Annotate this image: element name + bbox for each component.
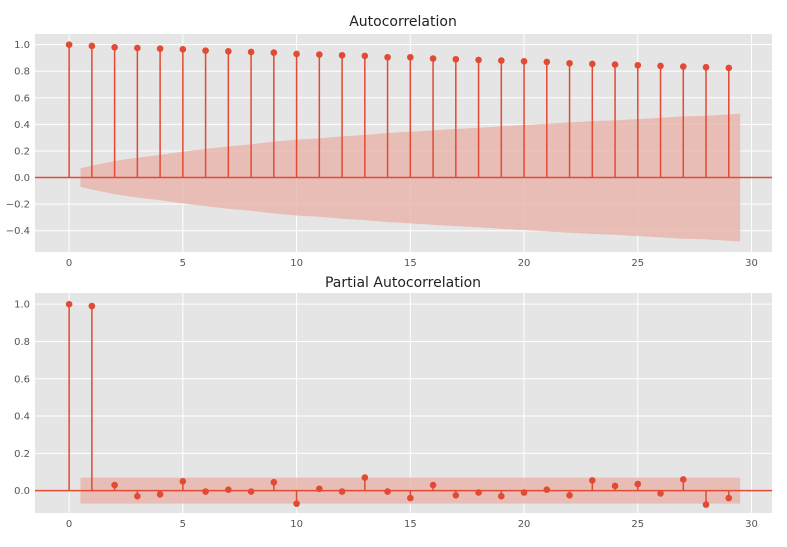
y-tick-label: 0.4 xyxy=(14,120,30,131)
stem-marker xyxy=(725,494,733,502)
plot-area-background xyxy=(35,293,772,513)
y-tick-label: −0.4 xyxy=(6,226,30,237)
x-tick-label: 5 xyxy=(180,519,186,530)
stem-marker xyxy=(384,488,391,495)
y-tick-label: 0.0 xyxy=(14,173,30,184)
y-tick-label: 0.2 xyxy=(14,146,30,157)
stems xyxy=(65,41,733,178)
x-tick-label: 5 xyxy=(180,258,186,269)
stem-marker xyxy=(111,43,118,51)
stem-marker xyxy=(361,52,369,60)
stem-marker xyxy=(293,500,300,507)
stem-marker xyxy=(65,300,73,308)
autocorrelation-chart: 0 5 10 15 20 25 30 −0.4 −0.2 0.0 0.2 0.4 0.6 0.8 1.0 A… xyxy=(6,14,772,269)
stem-marker xyxy=(498,57,505,64)
stem-marker xyxy=(338,488,346,495)
stem-marker xyxy=(179,45,187,53)
y-tick-label: 0.8 xyxy=(14,337,30,348)
stem-marker xyxy=(634,61,642,69)
stem-marker xyxy=(247,48,255,56)
stem-marker xyxy=(566,491,573,499)
stem-marker xyxy=(407,494,414,502)
y-tick-label: 1.0 xyxy=(14,40,30,51)
tick-labels: 0 5 10 15 20 25 30 0.0 0.2 0.4 0.6 0.8 1.0 xyxy=(14,300,758,530)
y-tick-label: 0.6 xyxy=(14,93,30,104)
stem-marker xyxy=(702,63,710,71)
stem-marker xyxy=(543,58,551,66)
stem-marker xyxy=(520,57,528,65)
stem-marker xyxy=(111,481,118,489)
stem-marker xyxy=(452,55,460,63)
stem-marker xyxy=(566,59,573,67)
stem-marker xyxy=(134,44,141,52)
stem-marker xyxy=(429,55,437,62)
x-tick-label: 10 xyxy=(290,519,303,530)
stem-marker xyxy=(293,50,300,58)
stem-marker xyxy=(407,53,414,61)
stem-marker xyxy=(725,64,733,72)
stem-marker xyxy=(679,63,687,70)
stem-marker xyxy=(475,56,482,64)
partial-autocorrelation-chart: 0 5 10 15 20 25 30 0.0 0.2 0.4 0.6 0.8 1.0 Partial A… xyxy=(14,275,772,530)
stem-marker xyxy=(202,47,209,54)
x-tick-label: 20 xyxy=(518,258,531,269)
stem-marker xyxy=(65,41,73,48)
x-tick-label: 25 xyxy=(631,519,644,530)
y-tick-label: 0.6 xyxy=(14,374,30,385)
stem-marker xyxy=(134,492,141,500)
y-tick-label: 0.2 xyxy=(14,449,30,460)
x-tick-label: 10 xyxy=(290,258,303,269)
stem-marker xyxy=(384,53,391,61)
stem-marker xyxy=(634,480,642,488)
stem-marker xyxy=(657,490,664,497)
stem-marker xyxy=(270,49,278,56)
tick-labels: 0 5 10 15 20 25 30 −0.4 −0.2 0.0 0.2 0.4 0.6 0.8 1.0 xyxy=(6,40,758,269)
stem-marker xyxy=(156,45,164,52)
stem-marker xyxy=(429,481,437,489)
stem-marker xyxy=(498,492,505,500)
stem-marker xyxy=(588,477,596,484)
chart-title: Partial Autocorrelation xyxy=(325,275,481,291)
stem-marker xyxy=(316,485,323,493)
x-tick-label: 30 xyxy=(745,258,758,269)
stem-marker xyxy=(452,491,460,499)
x-tick-label: 15 xyxy=(404,519,417,530)
stem-marker xyxy=(179,478,187,485)
stem-marker xyxy=(225,486,232,493)
stem-marker xyxy=(520,489,528,496)
x-tick-label: 30 xyxy=(745,519,758,530)
stem-marker xyxy=(475,489,482,496)
y-tick-label: 0.8 xyxy=(14,67,30,78)
stem-marker xyxy=(702,501,710,508)
stem-marker xyxy=(247,488,255,495)
stems xyxy=(65,300,733,508)
chart-title: Autocorrelation xyxy=(349,14,457,30)
stem-marker xyxy=(88,42,96,50)
stem-marker xyxy=(611,61,619,68)
stem-marker xyxy=(543,486,551,493)
x-tick-label: 0 xyxy=(66,258,72,269)
stem-marker xyxy=(270,478,278,486)
y-tick-label: 1.0 xyxy=(14,300,30,311)
x-tick-label: 20 xyxy=(518,519,531,530)
y-tick-label: −0.2 xyxy=(6,200,30,211)
stem-marker xyxy=(316,51,323,58)
stem-marker xyxy=(588,60,596,68)
stem-marker xyxy=(657,62,664,70)
stem-marker xyxy=(361,474,369,481)
stem-marker xyxy=(338,51,346,59)
stem-marker xyxy=(611,482,619,490)
y-tick-label: 0.0 xyxy=(14,486,30,497)
x-tick-label: 15 xyxy=(404,258,417,269)
x-tick-label: 0 xyxy=(66,519,72,530)
x-tick-label: 25 xyxy=(631,258,644,269)
stem-marker xyxy=(679,476,687,483)
stem-marker xyxy=(225,47,232,55)
stem-marker xyxy=(156,491,164,498)
stem-marker xyxy=(202,488,209,495)
stem-marker xyxy=(88,302,96,310)
y-tick-label: 0.4 xyxy=(14,412,30,423)
